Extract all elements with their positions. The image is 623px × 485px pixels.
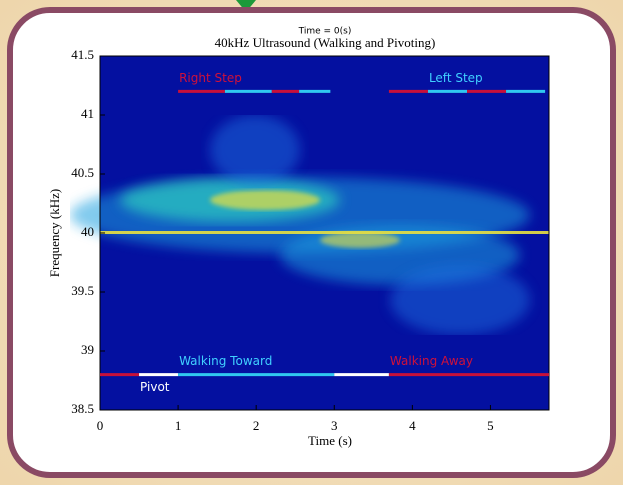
annotation-label: Right Step bbox=[179, 71, 242, 85]
y-tick-label: 40 bbox=[81, 224, 94, 239]
x-tick-label: 1 bbox=[175, 418, 182, 433]
annotation-label: Left Step bbox=[429, 71, 483, 85]
annotation-label: Pivot bbox=[140, 380, 170, 394]
x-tick-label: 0 bbox=[97, 418, 104, 433]
spectrogram-texture bbox=[70, 115, 549, 335]
x-axis-label: Time (s) bbox=[308, 433, 352, 448]
y-axis-label: Frequency (kHz) bbox=[47, 189, 62, 277]
y-tick-label: 40.5 bbox=[71, 165, 94, 180]
x-tick-label: 4 bbox=[409, 418, 416, 433]
arrow-icon bbox=[236, 0, 256, 12]
y-tick-label: 39 bbox=[81, 342, 94, 357]
y-tick-label: 39.5 bbox=[71, 283, 94, 298]
y-tick-label: 38.5 bbox=[71, 401, 94, 416]
x-tick-label: 5 bbox=[487, 418, 494, 433]
chart-title: 40kHz Ultrasound (Walking and Pivoting) bbox=[215, 35, 436, 50]
x-tick-label: 3 bbox=[331, 418, 338, 433]
x-tick-label: 2 bbox=[253, 418, 260, 433]
y-tick-label: 41 bbox=[81, 106, 94, 121]
annotation-label: Walking Away bbox=[390, 354, 473, 368]
annotation-label: Walking Toward bbox=[179, 354, 272, 368]
supertitle: Time = 0(s) bbox=[298, 27, 352, 37]
y-tick-label: 41.5 bbox=[71, 47, 94, 62]
